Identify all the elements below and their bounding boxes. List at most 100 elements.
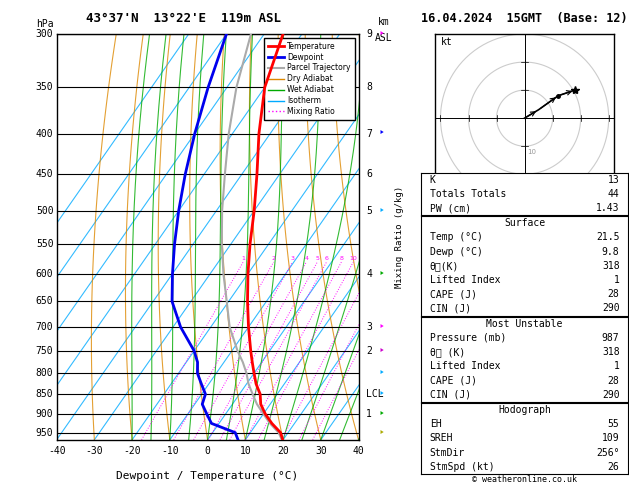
Text: 2: 2 xyxy=(272,256,276,261)
Text: 30: 30 xyxy=(315,446,326,456)
Text: 40: 40 xyxy=(353,446,364,456)
Text: 7: 7 xyxy=(366,128,372,139)
Text: ‣: ‣ xyxy=(379,346,384,356)
Text: 9: 9 xyxy=(366,29,372,39)
Text: SREH: SREH xyxy=(430,434,453,443)
Text: ASL: ASL xyxy=(375,33,392,43)
Text: Temp (°C): Temp (°C) xyxy=(430,232,482,243)
Text: 550: 550 xyxy=(36,239,53,249)
Text: Hodograph: Hodograph xyxy=(498,405,551,415)
Text: 500: 500 xyxy=(36,206,53,216)
Text: ‣: ‣ xyxy=(379,269,384,278)
Text: 5: 5 xyxy=(315,256,320,261)
Text: Pressure (mb): Pressure (mb) xyxy=(430,333,506,343)
Text: 3: 3 xyxy=(291,256,294,261)
Text: CAPE (J): CAPE (J) xyxy=(430,376,477,385)
Text: ‣: ‣ xyxy=(379,389,384,399)
Text: 900: 900 xyxy=(36,409,53,419)
Text: 21.5: 21.5 xyxy=(596,232,620,243)
Text: 20: 20 xyxy=(277,446,289,456)
Text: -10: -10 xyxy=(161,446,179,456)
Text: StmSpd (kt): StmSpd (kt) xyxy=(430,462,494,472)
Text: Lifted Index: Lifted Index xyxy=(430,361,500,371)
Text: θᴁ(K): θᴁ(K) xyxy=(430,261,459,271)
Text: Surface: Surface xyxy=(504,218,545,228)
Text: ‣: ‣ xyxy=(379,428,384,437)
Text: 6: 6 xyxy=(366,169,372,179)
Text: 8: 8 xyxy=(340,256,343,261)
Text: 1: 1 xyxy=(242,256,245,261)
Text: 44: 44 xyxy=(608,189,620,199)
Text: Totals Totals: Totals Totals xyxy=(430,189,506,199)
Text: 3: 3 xyxy=(366,322,372,332)
Text: Lifted Index: Lifted Index xyxy=(430,275,500,285)
Text: 1: 1 xyxy=(366,409,372,419)
Text: 1.43: 1.43 xyxy=(596,203,620,213)
Text: 1: 1 xyxy=(614,361,620,371)
Text: 290: 290 xyxy=(602,390,620,399)
Text: 55: 55 xyxy=(608,419,620,429)
Text: ‣: ‣ xyxy=(379,368,384,378)
Text: Mixing Ratio (g/kg): Mixing Ratio (g/kg) xyxy=(395,186,404,288)
Text: 0: 0 xyxy=(204,446,211,456)
Text: 650: 650 xyxy=(36,296,53,306)
Text: 10: 10 xyxy=(349,256,357,261)
Text: 30: 30 xyxy=(527,205,537,211)
Text: CIN (J): CIN (J) xyxy=(430,390,471,399)
Text: 109: 109 xyxy=(602,434,620,443)
Text: 987: 987 xyxy=(602,333,620,343)
Text: -20: -20 xyxy=(123,446,141,456)
Text: 850: 850 xyxy=(36,389,53,399)
Text: 43°37'N  13°22'E  119m ASL: 43°37'N 13°22'E 119m ASL xyxy=(86,12,281,25)
Text: ‣: ‣ xyxy=(379,128,384,139)
Text: © weatheronline.co.uk: © weatheronline.co.uk xyxy=(472,474,577,484)
Text: -40: -40 xyxy=(48,446,65,456)
Text: 8: 8 xyxy=(366,82,372,92)
Text: 256°: 256° xyxy=(596,448,620,457)
Text: 10: 10 xyxy=(240,446,251,456)
Text: 1: 1 xyxy=(614,275,620,285)
Text: 290: 290 xyxy=(602,303,620,313)
Text: hPa: hPa xyxy=(36,19,53,29)
Text: 300: 300 xyxy=(36,29,53,39)
Text: -30: -30 xyxy=(86,446,103,456)
Text: 10: 10 xyxy=(527,149,537,155)
Text: CAPE (J): CAPE (J) xyxy=(430,289,477,299)
Text: Dewpoint / Temperature (°C): Dewpoint / Temperature (°C) xyxy=(116,471,299,481)
Text: θᴁ (K): θᴁ (K) xyxy=(430,347,465,357)
Text: 9.8: 9.8 xyxy=(602,247,620,257)
Text: Dewp (°C): Dewp (°C) xyxy=(430,247,482,257)
Text: 318: 318 xyxy=(602,347,620,357)
Text: LCL: LCL xyxy=(366,389,384,399)
Text: 950: 950 xyxy=(36,428,53,437)
Text: 28: 28 xyxy=(608,376,620,385)
Text: 750: 750 xyxy=(36,346,53,356)
Text: 2: 2 xyxy=(366,346,372,356)
Text: 28: 28 xyxy=(608,289,620,299)
Text: 400: 400 xyxy=(36,128,53,139)
Text: 318: 318 xyxy=(602,261,620,271)
Text: 6: 6 xyxy=(325,256,328,261)
Text: 26: 26 xyxy=(608,462,620,472)
Text: PW (cm): PW (cm) xyxy=(430,203,471,213)
Text: ‣: ‣ xyxy=(379,409,384,419)
Text: Most Unstable: Most Unstable xyxy=(486,319,563,329)
Text: 450: 450 xyxy=(36,169,53,179)
Text: EH: EH xyxy=(430,419,442,429)
Text: km: km xyxy=(378,17,389,27)
Text: CIN (J): CIN (J) xyxy=(430,303,471,313)
Legend: Temperature, Dewpoint, Parcel Trajectory, Dry Adiabat, Wet Adiabat, Isotherm, Mi: Temperature, Dewpoint, Parcel Trajectory… xyxy=(264,38,355,120)
Text: 5: 5 xyxy=(366,206,372,216)
Text: StmDir: StmDir xyxy=(430,448,465,457)
Text: K: K xyxy=(430,174,435,185)
Text: 350: 350 xyxy=(36,82,53,92)
Text: 16.04.2024  15GMT  (Base: 12): 16.04.2024 15GMT (Base: 12) xyxy=(421,12,628,25)
Text: ‣: ‣ xyxy=(379,322,384,332)
Text: 4: 4 xyxy=(366,269,372,278)
Text: 13: 13 xyxy=(608,174,620,185)
Text: 4: 4 xyxy=(304,256,308,261)
Text: ‣: ‣ xyxy=(379,206,384,216)
Text: kt: kt xyxy=(440,37,452,47)
Text: 600: 600 xyxy=(36,269,53,278)
Text: 800: 800 xyxy=(36,368,53,378)
